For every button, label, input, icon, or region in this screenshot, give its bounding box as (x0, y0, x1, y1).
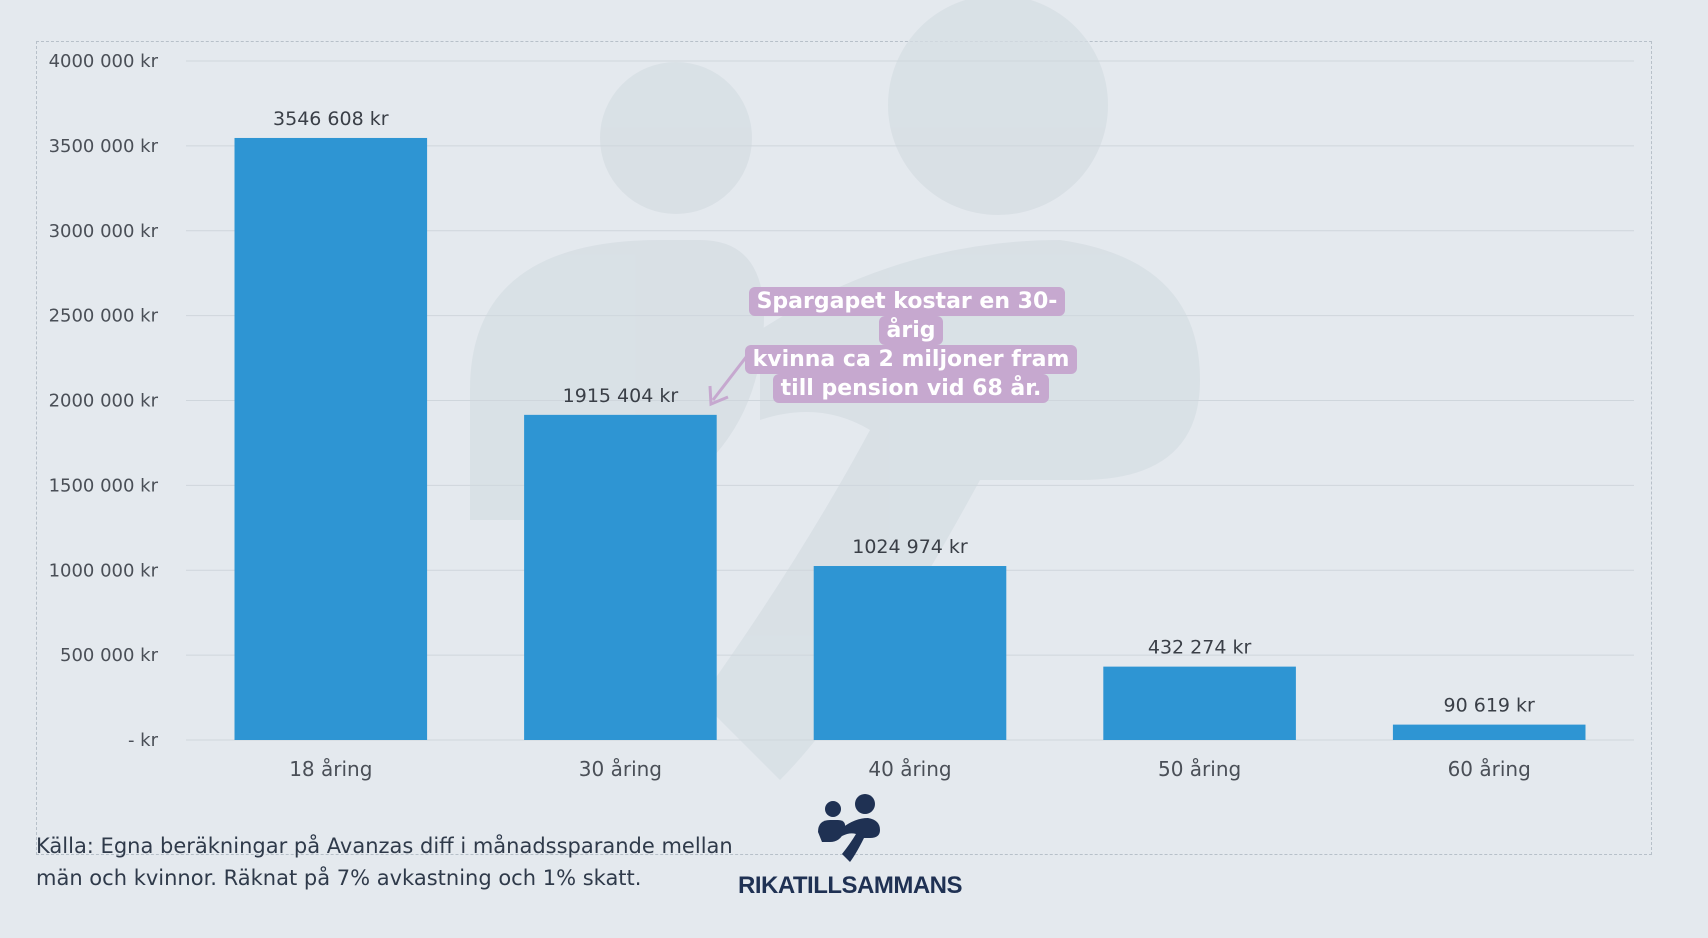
data-label: 90 619 kr (1444, 695, 1536, 717)
bar (1103, 666, 1296, 740)
bar (1392, 724, 1586, 740)
source-line-1: Källa: Egna beräkningar på Avanzas diff … (36, 834, 733, 858)
data-label: 432 274 kr (1148, 637, 1252, 659)
y-tick-label: 1500 000 kr (49, 475, 159, 496)
annotation-line-2: kvinna ca 2 miljoner fram (744, 345, 1078, 374)
annotation-line-3: till pension vid 68 år. (772, 374, 1050, 403)
source-note: Källa: Egna beräkningar på Avanzas diff … (36, 830, 796, 894)
x-tick-label: 60 åring (1448, 757, 1531, 781)
x-tick-label: 18 åring (289, 757, 372, 781)
logo: RIKATILLSAMMANS (730, 792, 970, 902)
bar (813, 566, 1007, 740)
x-tick-label: 50 åring (1158, 757, 1241, 781)
source-line-2: män och kvinnor. Räknat på 7% avkastning… (36, 866, 642, 890)
annotation-line-1: Spargapet kostar en 30-årig (748, 287, 1066, 345)
y-tick-label: 1000 000 kr (49, 560, 159, 581)
logo-text: RIKATILLSAMMANS (737, 872, 963, 899)
y-tick-label: 2500 000 kr (49, 306, 159, 327)
y-tick-label: 3500 000 kr (49, 136, 159, 157)
y-tick-label: 500 000 kr (60, 645, 159, 666)
y-tick-label: - kr (128, 730, 159, 751)
annotation-arrow (708, 351, 752, 407)
annotation-callout: Spargapet kostar en 30-årig kvinna ca 2 … (730, 287, 1092, 403)
data-labels: 3546 608 kr 1915 404 kr 1024 974 kr 432 274… (273, 108, 1535, 717)
y-axis: - kr 500 000 kr 1000 000 kr 1500 000 kr 2000… (49, 51, 159, 751)
data-label: 1915 404 kr (563, 385, 679, 407)
bars (234, 137, 1586, 741)
data-label: 3546 608 kr (273, 108, 389, 130)
y-tick-label: 3000 000 kr (49, 221, 159, 242)
x-tick-label: 30 åring (579, 757, 662, 781)
y-tick-label: 4000 000 kr (49, 51, 159, 72)
x-axis: 18 åring 30 åring 40 åring 50 åring 60 åring (289, 757, 1531, 781)
data-label: 1024 974 kr (852, 536, 968, 558)
x-tick-label: 40 åring (868, 757, 951, 781)
bar (234, 137, 428, 741)
y-tick-label: 2000 000 kr (49, 391, 159, 412)
rikatillsammans-heart-icon (818, 794, 880, 862)
bar (524, 414, 717, 740)
